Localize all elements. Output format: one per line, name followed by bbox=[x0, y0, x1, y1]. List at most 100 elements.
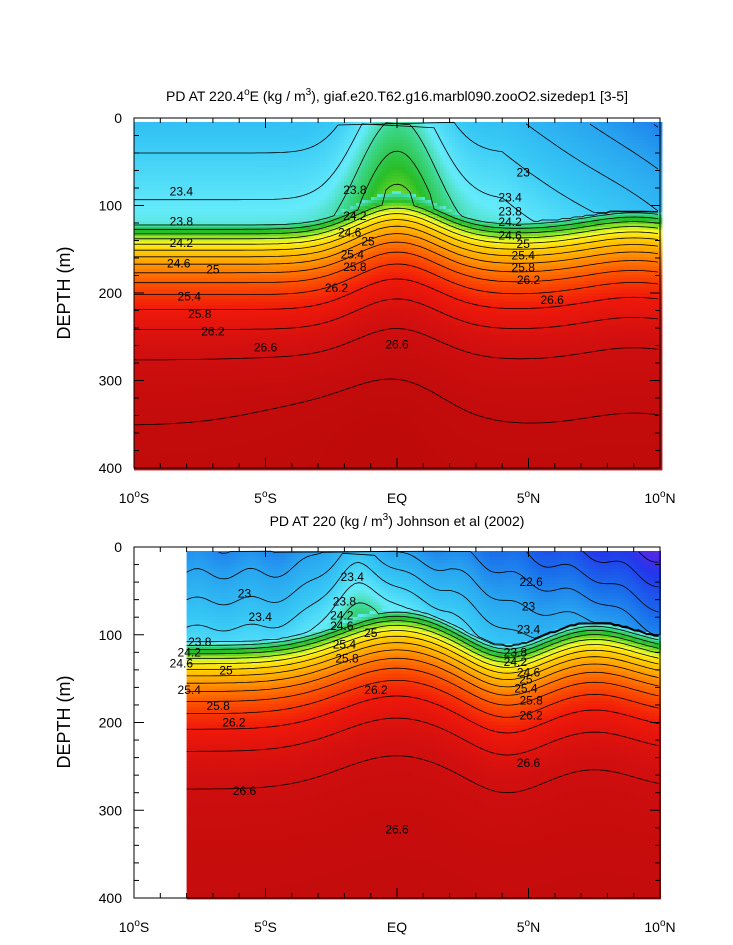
field-cell bbox=[164, 125, 167, 128]
field-cell bbox=[146, 128, 149, 131]
field-cell bbox=[158, 194, 161, 197]
field-cell bbox=[185, 206, 188, 209]
field-cell bbox=[188, 152, 191, 155]
field-cell bbox=[146, 305, 149, 308]
field-cell bbox=[140, 395, 143, 398]
field-cell bbox=[215, 299, 218, 302]
field-cell bbox=[188, 362, 191, 365]
field-cell bbox=[179, 392, 182, 395]
field-cell bbox=[191, 341, 194, 344]
field-cell bbox=[158, 344, 161, 347]
field-cell bbox=[164, 416, 167, 419]
field-cell bbox=[143, 170, 146, 173]
field-cell bbox=[209, 179, 212, 182]
field-cell bbox=[137, 452, 140, 455]
field-cell bbox=[152, 449, 155, 452]
field-cell bbox=[173, 320, 176, 323]
field-cell bbox=[161, 455, 164, 458]
field-cell bbox=[185, 389, 188, 392]
field-cell bbox=[149, 353, 152, 356]
field-cell bbox=[146, 131, 149, 134]
field-cell bbox=[179, 137, 182, 140]
field-cell bbox=[206, 446, 209, 449]
field-cell bbox=[137, 407, 140, 410]
field-cell bbox=[170, 455, 173, 458]
field-cell bbox=[161, 182, 164, 185]
field-cell bbox=[158, 248, 161, 251]
field-cell bbox=[146, 383, 149, 386]
field-cell bbox=[194, 353, 197, 356]
field-cell bbox=[149, 368, 152, 371]
field-cell bbox=[203, 452, 206, 455]
field-cell bbox=[149, 230, 152, 233]
field-cell bbox=[176, 209, 179, 212]
field-cell bbox=[146, 446, 149, 449]
field-cell bbox=[155, 173, 158, 176]
field-cell bbox=[200, 386, 203, 389]
field-cell bbox=[143, 332, 146, 335]
field-cell bbox=[197, 464, 200, 467]
field-cell bbox=[197, 323, 200, 326]
field-cell bbox=[152, 128, 155, 131]
field-cell bbox=[152, 257, 155, 260]
field-cell bbox=[155, 305, 158, 308]
field-cell bbox=[137, 224, 140, 227]
field-cell bbox=[176, 128, 179, 131]
field-cell bbox=[155, 419, 158, 422]
field-cell bbox=[215, 185, 218, 188]
field-cell bbox=[149, 170, 152, 173]
field-cell bbox=[161, 260, 164, 263]
field-cell bbox=[209, 143, 212, 146]
field-cell bbox=[158, 440, 161, 443]
field-cell bbox=[170, 326, 173, 329]
field-cell bbox=[146, 143, 149, 146]
field-cell bbox=[194, 131, 197, 134]
field-cell bbox=[158, 140, 161, 143]
field-cell bbox=[179, 350, 182, 353]
field-cell bbox=[146, 401, 149, 404]
field-cell bbox=[215, 359, 218, 362]
field-cell bbox=[173, 317, 176, 320]
field-cell bbox=[200, 428, 203, 431]
field-cell bbox=[161, 134, 164, 137]
field-cell bbox=[140, 443, 143, 446]
field-cell bbox=[197, 395, 200, 398]
field-cell bbox=[152, 146, 155, 149]
field-cell bbox=[164, 122, 167, 125]
field-cell bbox=[161, 158, 164, 161]
field-cell bbox=[140, 245, 143, 248]
field-cell bbox=[152, 227, 155, 230]
field-cell bbox=[215, 167, 218, 170]
field-cell bbox=[152, 458, 155, 461]
field-cell bbox=[137, 242, 140, 245]
field-cell bbox=[137, 365, 140, 368]
field-cell bbox=[161, 425, 164, 428]
field-cell bbox=[191, 260, 194, 263]
field-cell bbox=[170, 134, 173, 137]
field-cell bbox=[143, 263, 146, 266]
field-cell bbox=[194, 461, 197, 464]
field-cell bbox=[182, 230, 185, 233]
field-cell bbox=[161, 137, 164, 140]
field-cell bbox=[206, 215, 209, 218]
field-cell bbox=[173, 143, 176, 146]
field-cell bbox=[194, 428, 197, 431]
field-cell bbox=[143, 350, 146, 353]
field-cell bbox=[149, 152, 152, 155]
field-cell bbox=[191, 392, 194, 395]
field-cell bbox=[143, 338, 146, 341]
field-cell bbox=[206, 425, 209, 428]
field-cell bbox=[161, 362, 164, 365]
field-cell bbox=[197, 284, 200, 287]
field-cell bbox=[137, 161, 140, 164]
field-cell bbox=[200, 257, 203, 260]
field-cell bbox=[215, 179, 218, 182]
field-cell bbox=[179, 344, 182, 347]
field-cell bbox=[206, 458, 209, 461]
field-cell bbox=[146, 311, 149, 314]
field-cell bbox=[197, 353, 200, 356]
field-cell bbox=[212, 218, 215, 221]
field-cell bbox=[164, 398, 167, 401]
field-cell bbox=[155, 341, 158, 344]
field-cell bbox=[140, 209, 143, 212]
